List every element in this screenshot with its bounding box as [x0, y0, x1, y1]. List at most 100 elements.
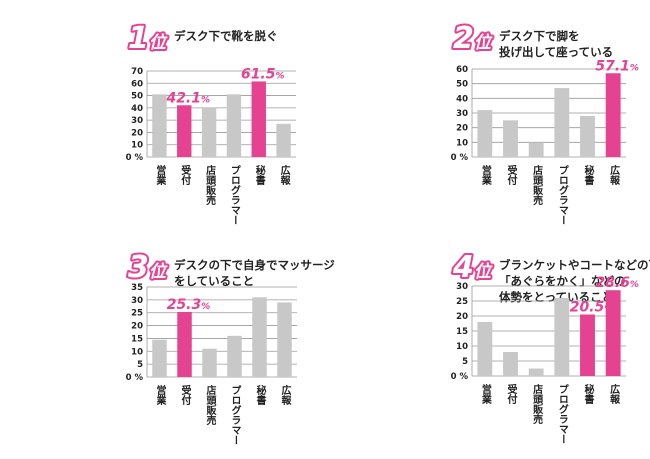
- y-tick-label: 20: [131, 128, 143, 138]
- y-tick-label: 0 %: [451, 153, 469, 163]
- y-tick-label: 20: [456, 312, 468, 322]
- data-label-value: 61.5: [241, 66, 276, 82]
- rank-badge: 4位: [452, 250, 493, 285]
- category-label: 広報: [608, 383, 620, 405]
- category-label: 広報: [279, 384, 291, 406]
- category-label: 広報: [608, 164, 620, 186]
- data-label-value: 20.5: [570, 300, 605, 316]
- bar: [252, 297, 267, 377]
- bar: [276, 123, 291, 157]
- category-label: 店頭販売: [531, 383, 543, 425]
- y-tick-label: 20: [131, 322, 143, 332]
- bar: [227, 335, 242, 377]
- bar: [177, 105, 192, 157]
- y-tick-label: 50: [131, 92, 143, 102]
- bar: [277, 302, 292, 377]
- rank-badge: 3位: [128, 250, 168, 285]
- bar: [528, 142, 544, 157]
- bar: [226, 94, 242, 157]
- y-tick-label: 20: [456, 124, 468, 134]
- y-tick-label: 10: [131, 141, 143, 151]
- y-tick-label: 40: [131, 104, 143, 114]
- chart-title-line: をしていること: [174, 274, 254, 288]
- category-label: 営業: [479, 164, 492, 186]
- chart-title-line: 体勢をとっていること: [499, 290, 613, 304]
- y-tick-label: 10: [131, 347, 143, 357]
- category-label: 受付: [505, 164, 517, 186]
- category-label: 営業: [479, 383, 492, 405]
- data-label-value: 42.1: [165, 90, 201, 106]
- data-label-value: 25.3: [167, 297, 202, 313]
- chart-title-line: デスクの下で自身でマッサージ: [174, 258, 335, 272]
- data-label-unit: %: [276, 71, 285, 81]
- chart-panel-2: 2位 デスク下で脚を 投げ出して座っている 0 % 10 20 30 40 50 60 営業 受付 店頭…: [325, 0, 650, 229]
- y-tick-label: 60: [456, 65, 468, 75]
- y-tick-label: 5: [137, 360, 143, 370]
- data-label: 42.1%: [165, 90, 210, 106]
- category-label: 店頭販売: [531, 164, 543, 206]
- data-label-value: 57.1: [595, 58, 630, 74]
- bar: [177, 311, 192, 377]
- data-label-unit: %: [630, 63, 639, 73]
- rank-number: 2: [453, 21, 474, 56]
- bar: [477, 110, 493, 157]
- rank-suffix: 位: [149, 262, 168, 282]
- y-tick-label: 30: [131, 296, 143, 306]
- bar: [251, 81, 266, 157]
- data-label-unit: %: [201, 302, 210, 312]
- y-tick-label: 10: [456, 138, 468, 148]
- category-label: 秘書: [254, 384, 266, 406]
- y-tick-label: 0 %: [126, 153, 144, 163]
- rank-number: 3: [128, 250, 149, 285]
- chart-title-line: デスク下で脚を: [499, 29, 580, 43]
- category-label: プログラマー: [228, 164, 240, 225]
- y-tick-label: 5: [462, 357, 468, 367]
- data-label-unit: %: [630, 280, 639, 290]
- bar: [554, 298, 570, 376]
- bar: [503, 352, 518, 376]
- category-label: 秘書: [582, 164, 594, 186]
- bar: [554, 88, 570, 157]
- y-tick-label: 0 %: [126, 373, 144, 383]
- category-label: プログラマー: [229, 384, 241, 445]
- data-label-unit: %: [201, 95, 210, 105]
- chart-title-line: ブランケットやコートなどの下で: [499, 258, 650, 272]
- y-tick-label: 15: [456, 327, 468, 337]
- rank-number: 4: [452, 250, 474, 285]
- chart-panel-3: 3位 デスクの下で自身でマッサージ をしていること 0 % 5 10 15 20 25 30 35 営…: [0, 229, 336, 458]
- y-tick-label: 30: [131, 116, 143, 126]
- chart-panel-1: 1位 デスク下で靴を脱ぐ 0 % 10 20 30 40 50 60 70 営業 42.1% 受付 店頭販…: [0, 0, 325, 229]
- chart-title-line: 「あぐらをかく」などの: [499, 274, 626, 288]
- bar: [580, 314, 595, 376]
- category-label: 店頭販売: [204, 384, 216, 426]
- rank-number: 1: [128, 21, 149, 56]
- y-tick-label: 15: [131, 334, 143, 344]
- chart-svg-1: 1位 デスク下で靴を脱ぐ 0 % 10 20 30 40 50 60 70 営業 42.1% 受付 店頭販…: [126, 19, 296, 225]
- category-label: 営業: [154, 164, 167, 186]
- data-label: 25.3%: [167, 297, 211, 313]
- y-tick-label: 50: [456, 80, 468, 90]
- chart-title-line: デスク下で靴を脱ぐ: [174, 29, 278, 43]
- category-label: プログラマー: [556, 164, 568, 225]
- y-tick-label: 40: [456, 94, 468, 104]
- data-label: 57.1%: [595, 58, 639, 74]
- bar: [152, 94, 167, 157]
- bar: [202, 348, 217, 377]
- category-label: 秘書: [582, 383, 594, 405]
- category-label: 広報: [278, 164, 290, 186]
- bar: [503, 120, 518, 157]
- bar: [605, 290, 621, 376]
- rank-badge: 2位: [453, 21, 493, 56]
- category-label: 店頭販売: [204, 164, 216, 206]
- data-label: 28.6%: [595, 275, 639, 291]
- category-label: 秘書: [253, 164, 265, 186]
- chart-title-line: 投げ出して座っている: [499, 45, 613, 59]
- category-label: 受付: [179, 384, 191, 406]
- rank-suffix: 位: [474, 33, 493, 53]
- bar: [580, 115, 595, 157]
- rank-suffix: 位: [149, 33, 168, 53]
